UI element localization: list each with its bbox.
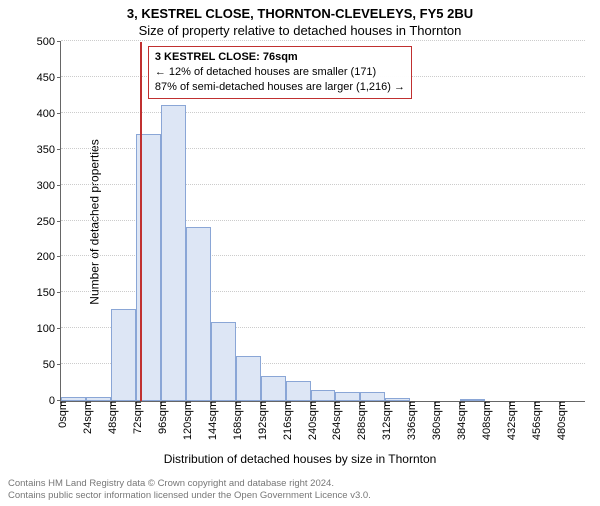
x-tick-label: 288sqm xyxy=(352,401,368,440)
y-tick-label: 50 xyxy=(43,359,61,371)
y-tick-label: 250 xyxy=(37,216,61,228)
x-tick-label: 384sqm xyxy=(452,401,468,440)
x-tick-label: 24sqm xyxy=(78,401,94,434)
y-tick-label: 300 xyxy=(37,180,61,192)
x-tick-label: 312sqm xyxy=(377,401,393,440)
attribution-footer: Contains HM Land Registry data © Crown c… xyxy=(8,478,371,502)
x-tick-label: 96sqm xyxy=(153,401,169,434)
x-tick-label: 456sqm xyxy=(527,401,543,440)
histogram-bar xyxy=(311,390,336,401)
chart-title-address: 3, KESTREL CLOSE, THORNTON-CLEVELEYS, FY… xyxy=(0,6,600,21)
footer-line-2: Contains public sector information licen… xyxy=(8,490,371,502)
histogram-bar xyxy=(211,322,236,401)
x-tick-label: 408sqm xyxy=(477,401,493,440)
x-tick-label: 144sqm xyxy=(203,401,219,440)
x-tick-label: 120sqm xyxy=(178,401,194,440)
histogram-bar xyxy=(111,309,136,401)
footer-line-1: Contains HM Land Registry data © Crown c… xyxy=(8,478,371,490)
x-tick-label: 0sqm xyxy=(53,401,69,428)
x-tick-label: 240sqm xyxy=(303,401,319,440)
x-tick-label: 432sqm xyxy=(502,401,518,440)
annotation-line: 3 KESTREL CLOSE: 76sqm xyxy=(155,50,405,65)
y-tick-label: 150 xyxy=(37,287,61,299)
x-axis-label: Distribution of detached houses by size … xyxy=(0,452,600,466)
y-tick-label: 450 xyxy=(37,72,61,84)
plot-area: 0501001502002503003504004505000sqm24sqm4… xyxy=(60,42,585,402)
y-tick-label: 350 xyxy=(37,144,61,156)
y-tick-label: 100 xyxy=(37,323,61,335)
histogram-bar xyxy=(335,392,360,401)
annotation-line: ← 12% of detached houses are smaller (17… xyxy=(155,65,405,80)
annotation-line: 87% of semi-detached houses are larger (… xyxy=(155,80,405,95)
x-tick-label: 264sqm xyxy=(327,401,343,440)
y-tick-label: 400 xyxy=(37,108,61,120)
histogram-bar xyxy=(360,392,385,401)
chart-container: Number of detached properties 0501001502… xyxy=(60,42,585,402)
x-tick-label: 216sqm xyxy=(278,401,294,440)
chart-title-subtitle: Size of property relative to detached ho… xyxy=(0,23,600,38)
histogram-bar xyxy=(261,376,286,401)
x-tick-label: 192sqm xyxy=(253,401,269,440)
x-tick-label: 168sqm xyxy=(228,401,244,440)
annotation-box: 3 KESTREL CLOSE: 76sqm← 12% of detached … xyxy=(148,46,412,99)
property-marker-line xyxy=(140,42,142,401)
x-tick-label: 72sqm xyxy=(128,401,144,434)
histogram-bar xyxy=(286,381,311,401)
x-tick-label: 48sqm xyxy=(103,401,119,434)
histogram-bar xyxy=(236,356,261,401)
y-tick-label: 200 xyxy=(37,251,61,263)
x-tick-label: 336sqm xyxy=(402,401,418,440)
y-tick-label: 500 xyxy=(37,36,61,48)
x-tick-label: 480sqm xyxy=(552,401,568,440)
x-tick-label: 360sqm xyxy=(427,401,443,440)
histogram-bar xyxy=(161,105,186,401)
histogram-bar xyxy=(186,227,211,401)
